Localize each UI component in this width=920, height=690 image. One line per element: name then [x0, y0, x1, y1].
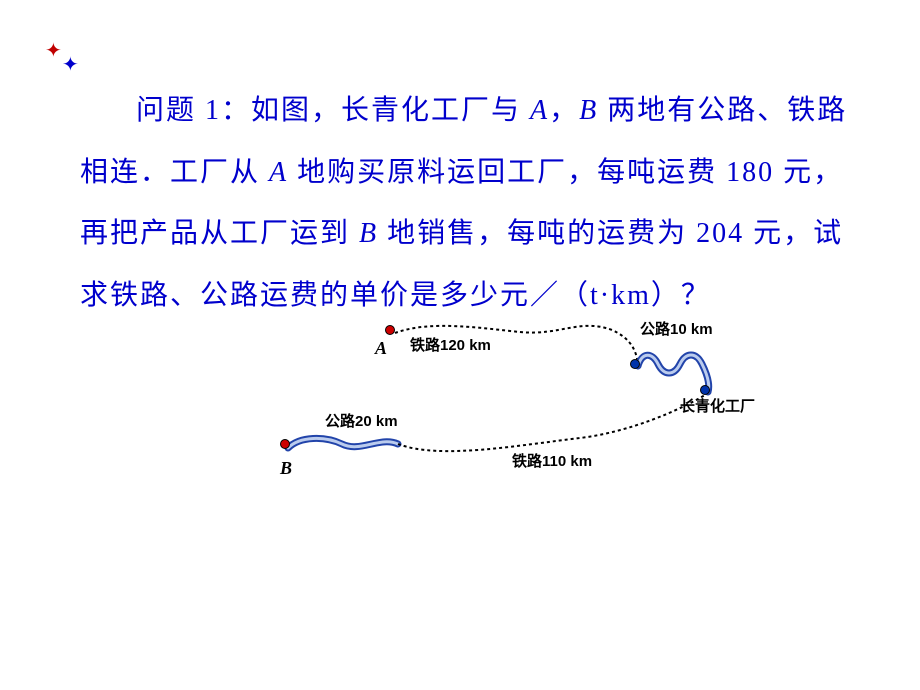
text-p1b: A — [530, 95, 549, 126]
factory-dot — [700, 385, 710, 395]
problem-text: 问题 1：如图，长青化工厂与 A，B 两地有公路、铁路相连．工厂从 A 地购买原… — [80, 80, 860, 326]
star-marker-1: ✦ — [45, 38, 62, 63]
label-factory: 长青化工厂 — [680, 395, 755, 416]
point-a-dot — [385, 325, 395, 335]
junction-dot — [630, 359, 640, 369]
label-rail-b: 铁路110 km — [512, 450, 592, 471]
label-b: B — [280, 458, 292, 479]
text-p1a: 问题 1：如图，长青化工厂与 — [136, 95, 530, 126]
route-diagram: A B 长青化工厂 铁路120 km 公路10 km 公路20 km 铁路110… — [280, 310, 800, 510]
text-p1c: ， — [549, 95, 579, 126]
point-b-dot — [280, 439, 290, 449]
text-p1h: B — [359, 218, 378, 249]
label-rail-a: 铁路120 km — [410, 334, 491, 355]
label-road-b: 公路20 km — [325, 410, 398, 431]
road-factory-inner — [638, 355, 709, 392]
label-a: A — [375, 338, 387, 359]
star-marker-2: ✦ — [62, 52, 79, 77]
label-road-factory: 公路10 km — [640, 318, 713, 339]
text-p1f: A — [269, 157, 288, 188]
rail-b-path — [398, 395, 705, 451]
text-p1d: B — [579, 95, 598, 126]
